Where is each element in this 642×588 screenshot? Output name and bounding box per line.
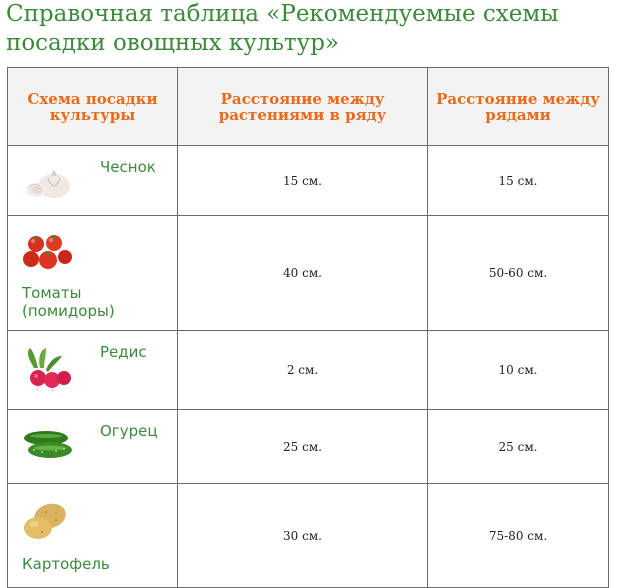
potato-icon <box>20 500 74 542</box>
between-rows-distance: 50-60 см. <box>427 215 609 331</box>
page-title: Справочная таблица «Рекомендуемые схемы … <box>6 1 559 56</box>
between-rows-distance: 25 см. <box>427 409 609 484</box>
table-row: Томаты (помидоры) 40 см. 50-60 см. <box>7 215 609 331</box>
crop-name: Картофель <box>22 555 110 573</box>
in-row-distance: 2 см. <box>177 330 428 410</box>
table-row: Картофель 30 см. 75-80 см. <box>7 483 609 588</box>
crop-cell: Картофель <box>7 483 178 588</box>
crop-name: Редис <box>100 343 147 361</box>
crop-name: Чеснок <box>100 158 156 176</box>
table-row: Редис 2 см. 10 см. <box>7 330 609 410</box>
header-in-row-distance: Расстояние между растениями в ряду <box>177 67 428 146</box>
table-row: Чеснок 15 см. 15 см. <box>7 145 609 216</box>
in-row-distance: 30 см. <box>177 483 428 588</box>
in-row-distance: 40 см. <box>177 215 428 331</box>
radish-icon <box>20 346 76 392</box>
crop-cell: Огурец <box>7 409 178 484</box>
between-rows-distance: 75-80 см. <box>427 483 609 588</box>
cucumber-icon <box>22 428 74 460</box>
crop-cell: Чеснок <box>7 145 178 216</box>
between-rows-distance: 10 см. <box>427 330 609 410</box>
in-row-distance: 15 см. <box>177 145 428 216</box>
tomato-icon <box>21 232 73 270</box>
crop-cell: Томаты (помидоры) <box>7 215 178 331</box>
crop-name: Томаты (помидоры) <box>22 284 115 320</box>
planting-schemes-table: Схема посадки культуры Расстояние между … <box>7 67 609 588</box>
crop-cell: Редис <box>7 330 178 410</box>
table-header-row: Схема посадки культуры Расстояние между … <box>7 67 609 146</box>
header-between-rows-distance: Расстояние между рядами <box>427 67 609 146</box>
in-row-distance: 25 см. <box>177 409 428 484</box>
garlic-icon <box>20 164 72 200</box>
header-crop: Схема посадки культуры <box>7 67 178 146</box>
between-rows-distance: 15 см. <box>427 145 609 216</box>
crop-name: Огурец <box>100 422 158 440</box>
table-row: Огурец 25 см. 25 см. <box>7 409 609 484</box>
